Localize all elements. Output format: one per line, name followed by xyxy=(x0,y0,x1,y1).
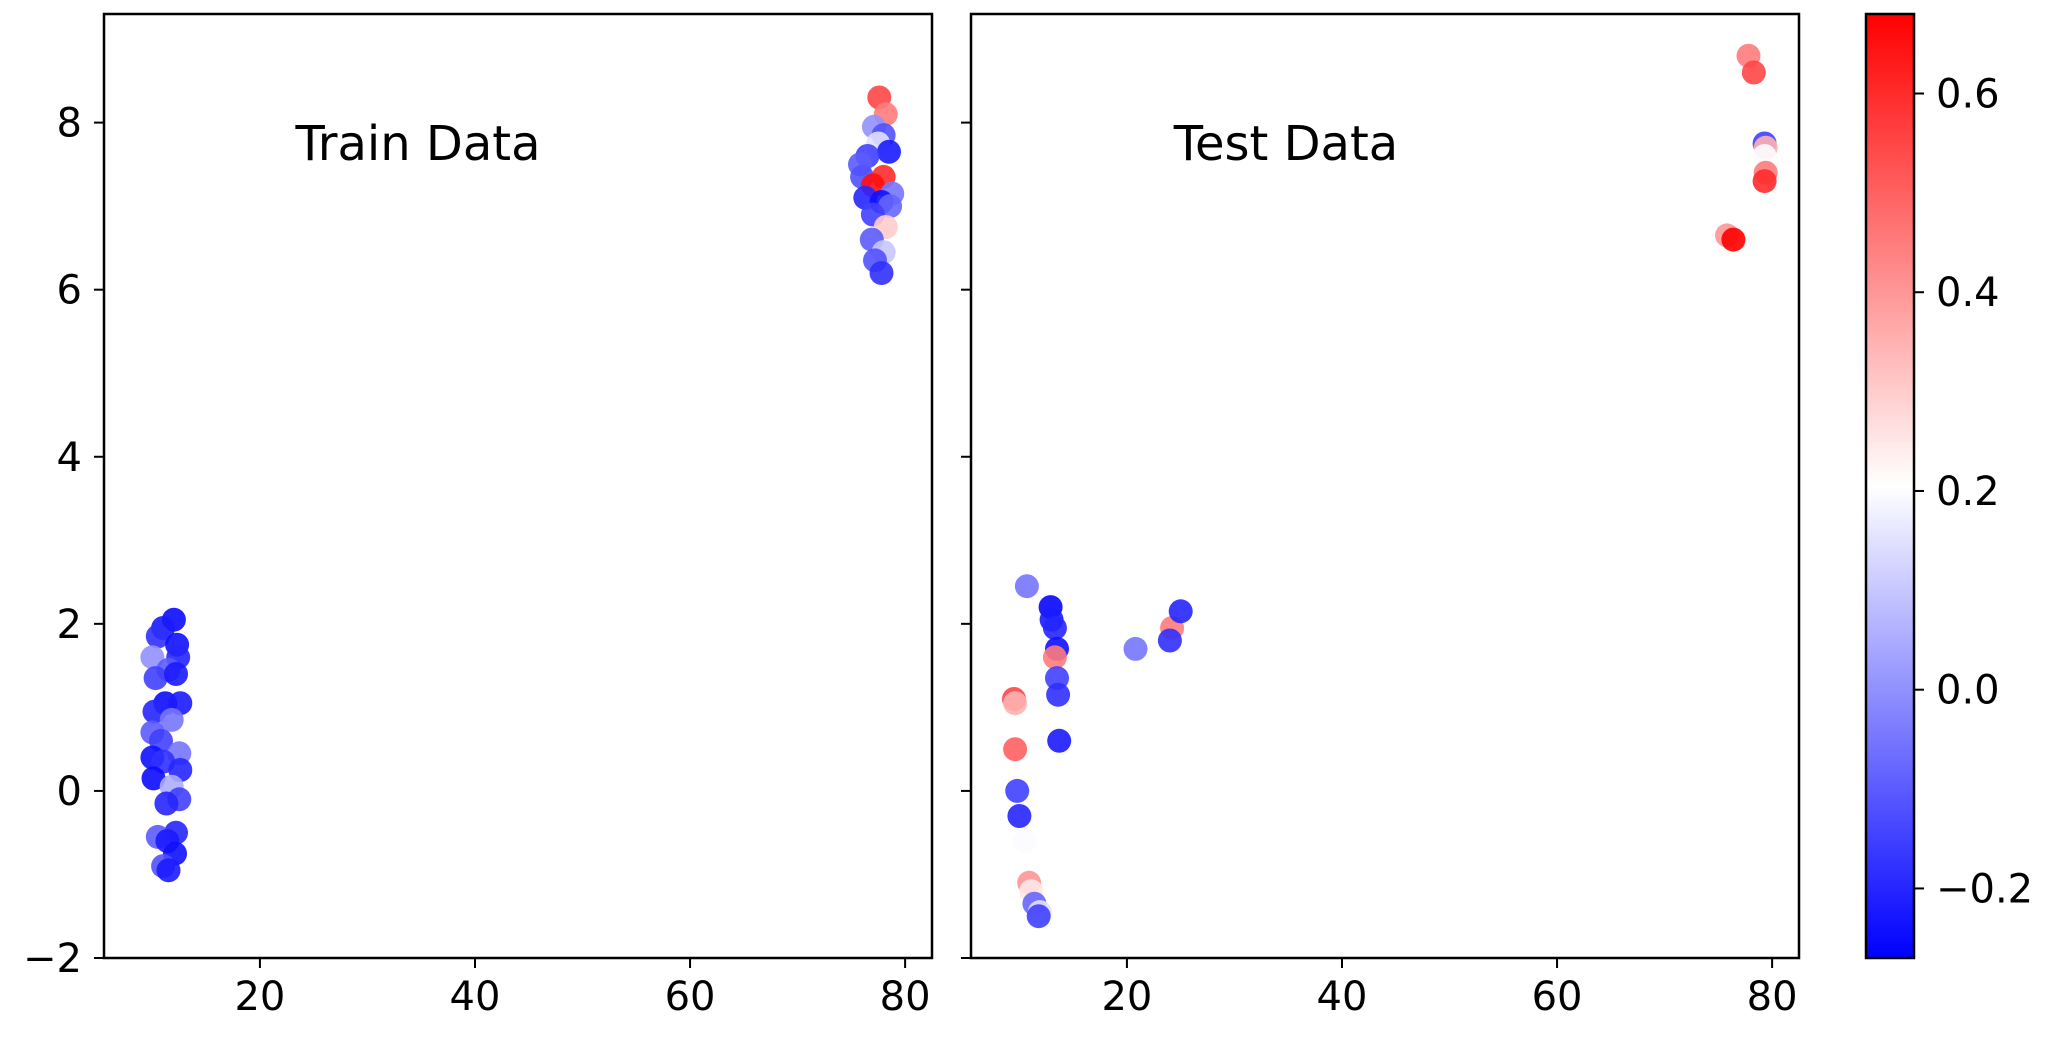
x-tick-label: 40 xyxy=(450,974,501,1020)
colorbar-tick-label: 0.6 xyxy=(1936,71,2000,117)
colorbar-tick-label: −0.2 xyxy=(1936,866,2033,912)
test-x-axis: 20 40 60 80 xyxy=(1101,958,1798,1020)
data-point xyxy=(145,624,170,649)
data-point xyxy=(1042,645,1067,670)
x-tick-label: 60 xyxy=(1532,974,1583,1020)
colorbar-ticks: 0.6 0.4 0.2 0.0 −0.2 xyxy=(1914,71,2033,912)
test-panel: 20 40 60 80 Test Data xyxy=(961,12,1801,1020)
x-tick-label: 60 xyxy=(665,974,716,1020)
x-tick-label: 80 xyxy=(880,974,931,1020)
data-point xyxy=(1026,904,1051,929)
train-plot-frame xyxy=(102,12,934,960)
data-point xyxy=(877,139,901,164)
data-point xyxy=(159,707,184,732)
data-point xyxy=(869,261,894,285)
test-panel-title: Test Data xyxy=(1173,116,1398,172)
y-tick-label: 4 xyxy=(57,435,82,481)
test-plot-frame xyxy=(969,12,1801,960)
data-point xyxy=(1741,60,1766,85)
y-tick-label: 0 xyxy=(57,769,82,815)
data-point xyxy=(1123,636,1148,661)
data-point xyxy=(1003,691,1028,716)
data-point xyxy=(1042,616,1067,640)
data-point xyxy=(1157,628,1182,653)
y-tick-label: 8 xyxy=(57,101,82,147)
data-point xyxy=(140,645,165,670)
y-tick-label: −2 xyxy=(23,936,82,982)
train-x-axis: 20 40 60 80 xyxy=(234,958,931,1020)
test-y-axis xyxy=(961,121,971,959)
colorbar-gradient xyxy=(1864,12,1916,960)
colorbar-tick-label: 0.2 xyxy=(1936,469,2000,515)
data-point xyxy=(164,662,188,686)
data-point xyxy=(1003,737,1028,762)
data-point xyxy=(1007,804,1032,828)
data-point xyxy=(156,858,181,883)
data-point xyxy=(1047,728,1072,753)
data-point xyxy=(1752,169,1777,194)
colorbar-tick-label: 0.0 xyxy=(1936,668,2000,714)
x-tick-label: 80 xyxy=(1747,974,1798,1020)
train-panel: 20 40 60 80 −2 0 2 4 6 8 Train Data xyxy=(23,12,934,1020)
data-point xyxy=(1046,682,1071,707)
y-tick-label: 2 xyxy=(57,602,82,648)
colorbar-tick-label: 0.4 xyxy=(1936,270,2000,316)
train-y-axis: −2 0 2 4 6 8 xyxy=(23,101,104,982)
y-tick-label: 6 xyxy=(57,268,82,314)
data-point xyxy=(154,791,179,816)
train-points xyxy=(140,85,905,883)
test-points xyxy=(1002,43,1778,929)
data-point xyxy=(1014,574,1039,599)
x-tick-label: 40 xyxy=(1317,974,1368,1020)
data-point xyxy=(143,666,168,691)
train-panel-title: Train Data xyxy=(294,116,540,172)
x-tick-label: 20 xyxy=(1101,974,1152,1020)
data-point xyxy=(141,766,166,791)
colorbar: 0.6 0.4 0.2 0.0 −0.2 xyxy=(1864,12,2033,960)
x-tick-label: 20 xyxy=(234,974,285,1020)
data-point xyxy=(1721,227,1746,252)
data-point xyxy=(1168,599,1193,624)
data-point xyxy=(1005,778,1030,803)
data-point xyxy=(1012,829,1037,853)
